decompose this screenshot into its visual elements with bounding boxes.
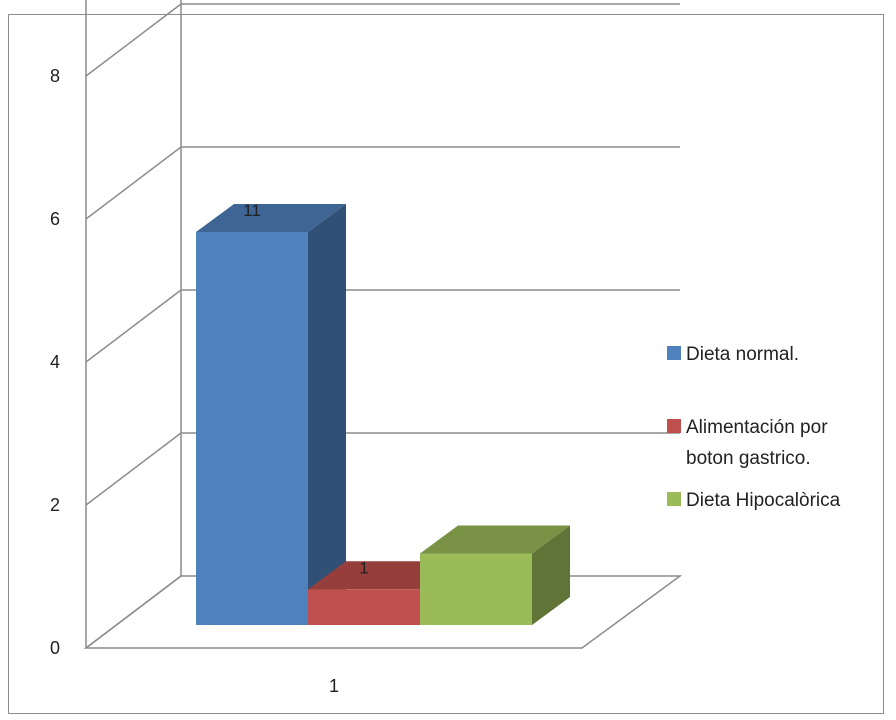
legend-entry-1: Dieta normal. <box>667 344 799 365</box>
data-label: 1 <box>359 558 368 577</box>
y-tick-label: 2 <box>50 495 60 515</box>
y-axis-ticks: 024681012 <box>50 66 60 658</box>
chart-walls <box>83 0 683 649</box>
bar-3 <box>420 525 570 625</box>
data-labels: 111 <box>243 201 369 577</box>
legend-swatch <box>667 346 681 360</box>
y-tick-label: 4 <box>50 352 60 372</box>
gridline-side <box>85 575 182 649</box>
gridlines <box>85 3 680 649</box>
bar-front-face <box>308 589 420 625</box>
bar-side-face <box>308 204 346 625</box>
y-tick-label: 8 <box>50 66 60 86</box>
bar-top-face <box>196 204 346 232</box>
bar-top-face <box>420 525 570 554</box>
x-axis-ticks: 1 <box>329 676 339 696</box>
gridline-side <box>85 3 182 77</box>
bar-front-face <box>196 232 308 625</box>
gridline-side <box>85 146 182 220</box>
bar-front-face <box>420 553 532 625</box>
bar-side-face <box>532 525 570 625</box>
legend-swatch <box>667 492 681 506</box>
legend-swatch <box>667 419 681 433</box>
legend-label: Alimentación por boton gastrico. <box>686 417 828 469</box>
legend-label: Dieta normal. <box>686 344 799 365</box>
legend: Dieta normal. Alimentación por boton gastr… <box>667 344 841 511</box>
x-tick-label: 1 <box>329 676 339 696</box>
y-tick-label: 0 <box>50 638 60 658</box>
legend-label: Dieta Hipocalòrica <box>686 490 841 511</box>
gridline-side <box>85 289 182 363</box>
bars <box>196 204 570 625</box>
gridline-side <box>85 432 182 506</box>
data-label: 11 <box>243 201 261 220</box>
legend-entry-2: Alimentación por boton gastrico. <box>667 417 828 469</box>
bar-1 <box>196 204 346 625</box>
y-tick-label: 6 <box>50 209 60 229</box>
legend-entry-3: Dieta Hipocalòrica <box>667 490 841 511</box>
